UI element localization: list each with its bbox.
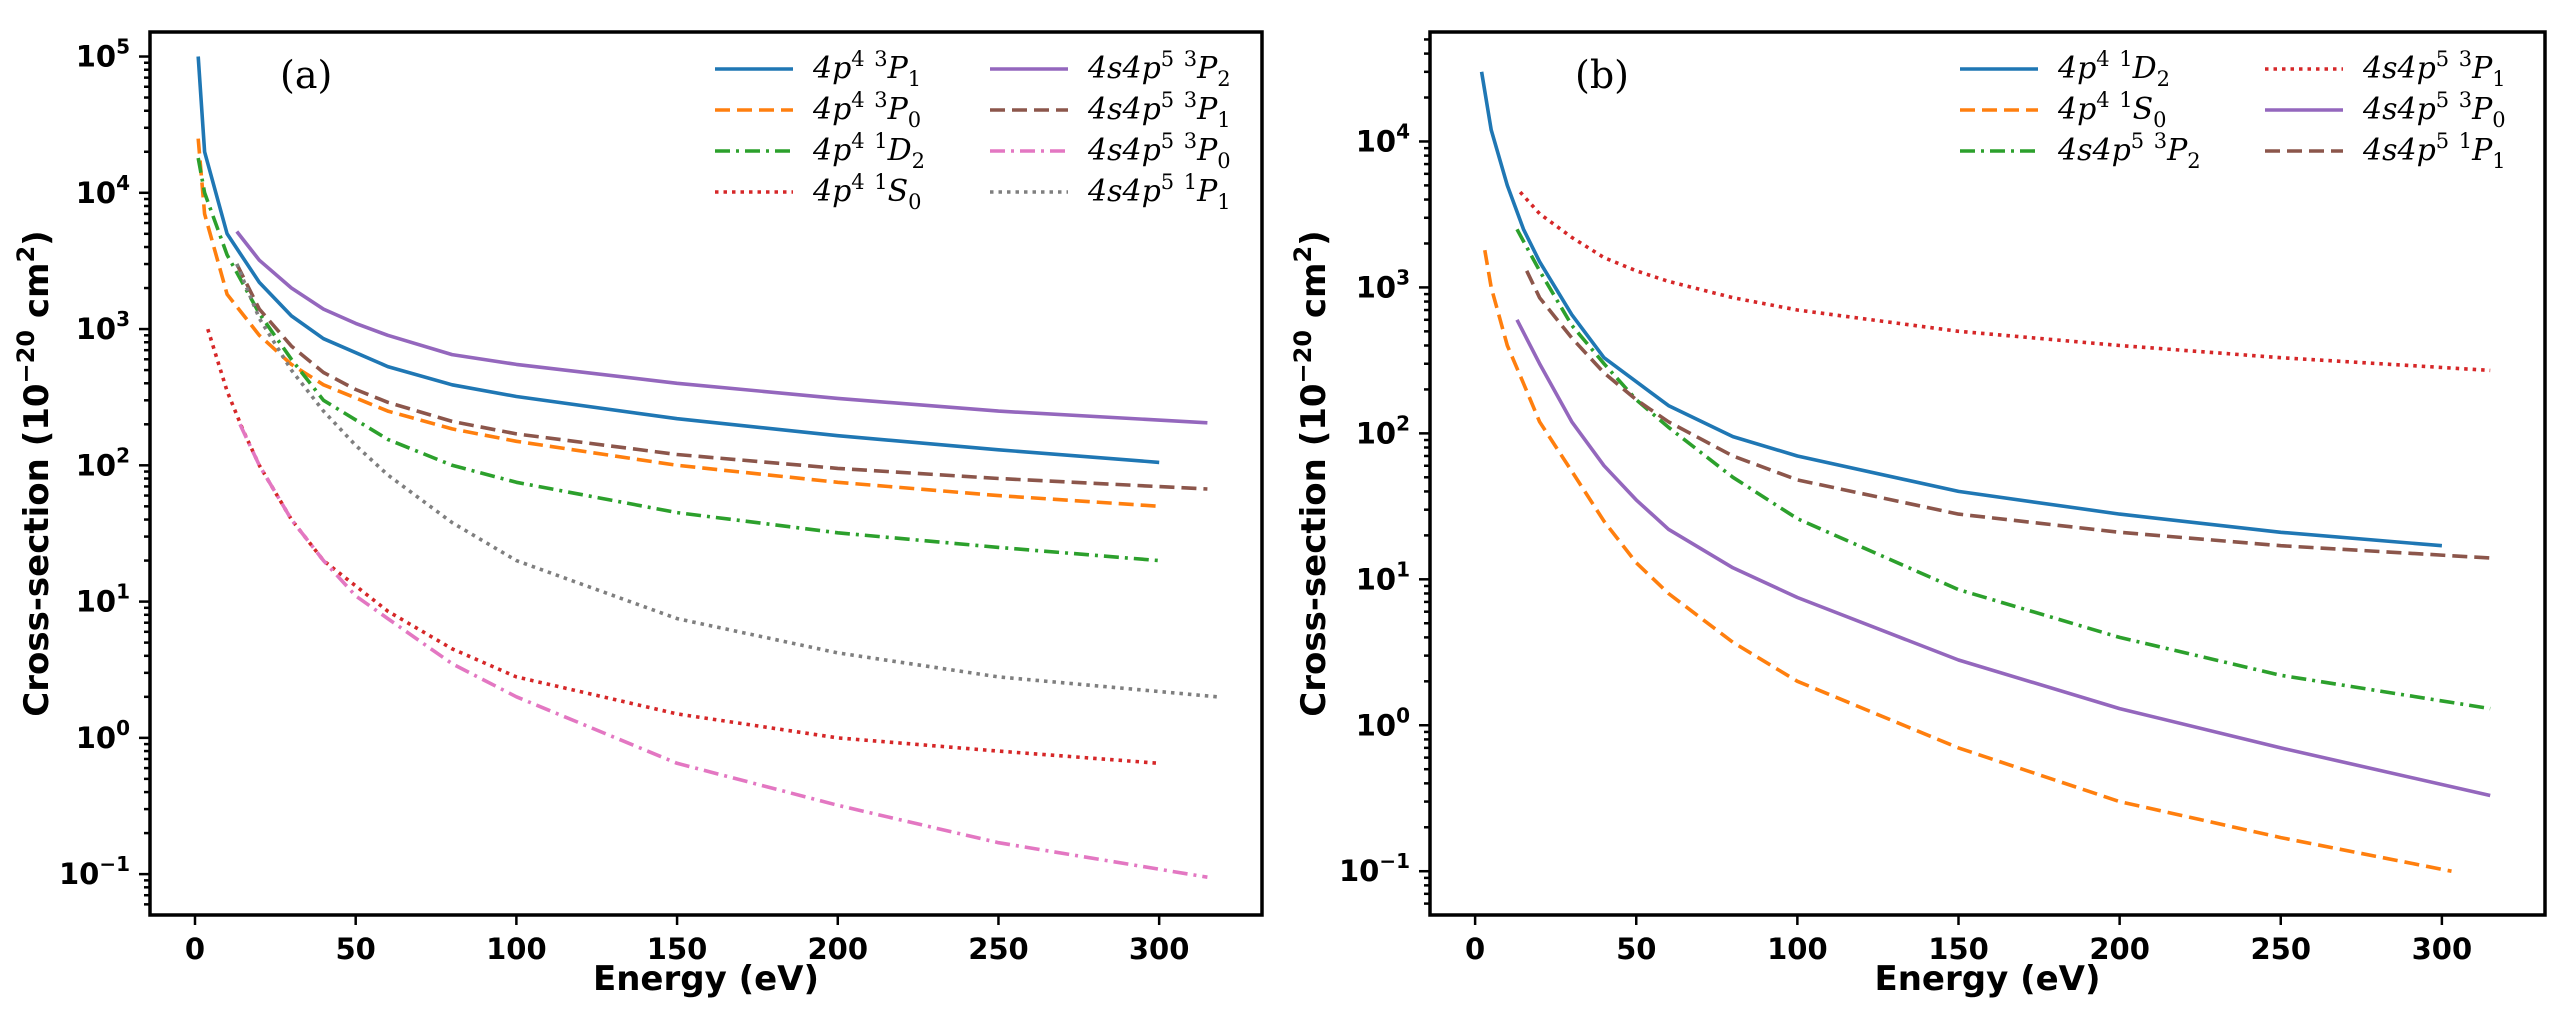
- y-tick-label: 103: [76, 307, 130, 346]
- legend-label: 4p4 3P0: [812, 88, 921, 132]
- chart-panel-b: 0 50 100 150 200 250 300 10−1 100 101 102 103 104 Ene…: [1289, 30, 2547, 999]
- legend-label: 4p4 3P1: [812, 47, 921, 91]
- y-tick-label: 100: [76, 716, 130, 755]
- series-line-4s4p5-3P2: [235, 230, 1208, 425]
- y-tick-label: 103: [1356, 265, 1410, 304]
- series-line-4s4p5-3P1: [1518, 190, 2491, 373]
- series-line-4p4-1D2: [1479, 71, 2443, 548]
- legend-label: 4p4 1D2: [2057, 47, 2170, 91]
- x-axis: 0 50 100 150 200 250 300: [1465, 915, 2472, 966]
- x-tick-label: 0: [1465, 932, 1485, 966]
- legend-label: 4s4p5 3P2: [2057, 129, 2201, 173]
- legend-entry: 4s4p5 3P1: [990, 88, 1231, 132]
- legend-entry: 4p4 1D2: [715, 129, 925, 173]
- y-axis: 10−1 100 101 102 103 104 105: [59, 35, 150, 906]
- series-line-4s4p5-3P2: [1515, 228, 2491, 711]
- chart-panel-a: 0 50 100 150 200 250 300 10−1 100 101 102 103 104 105…: [12, 30, 1264, 999]
- x-tick-label: 100: [486, 932, 547, 966]
- legend-entry: 4s4p5 3P1: [2265, 47, 2506, 91]
- legend-entry: 4s4p5 1P1: [990, 170, 1231, 214]
- legend-label: 4s4p5 1P1: [1087, 170, 1231, 214]
- series-line-4p4-3P1: [196, 56, 1160, 465]
- legend-label: 4s4p5 1P1: [2362, 129, 2506, 173]
- series-line-4p4-1D2: [196, 157, 1160, 563]
- y-axis-label: Cross-section (10−20 cm2): [12, 230, 57, 716]
- x-tick-label: 300: [1129, 932, 1190, 966]
- series-line-4p4-1S0: [1483, 249, 2452, 873]
- legend-label: 4s4p5 3P2: [1087, 47, 1231, 91]
- legend-label: 4s4p5 3P1: [2362, 47, 2506, 91]
- legend-entry: 4p4 3P0: [715, 88, 921, 132]
- legend-label: 4p4 1D2: [812, 129, 925, 173]
- series-line-4s4p5-1P1: [235, 263, 1218, 699]
- legend-entry: 4p4 3P1: [715, 47, 921, 91]
- legend-entry: 4s4p5 3P0: [990, 129, 1231, 173]
- legend-label: 4p4 1S0: [2057, 88, 2167, 132]
- legend-entry: 4p4 1S0: [1960, 88, 2167, 132]
- x-tick-label: 0: [185, 932, 205, 966]
- x-tick-label: 100: [1767, 932, 1828, 966]
- legend-entry: 4s4p5 3P0: [2265, 88, 2506, 132]
- y-tick-label: 100: [1356, 703, 1410, 742]
- series-line-4p4-3P0: [196, 138, 1160, 509]
- x-tick-label: 250: [2250, 932, 2311, 966]
- x-axis: 0 50 100 150 200 250 300: [185, 915, 1190, 966]
- y-tick-label: 104: [76, 171, 130, 210]
- series-lines: [196, 56, 1218, 879]
- y-tick-label: 10−1: [1339, 849, 1410, 888]
- legend-label: 4s4p5 3P1: [1087, 88, 1231, 132]
- x-tick-label: 200: [2089, 932, 2150, 966]
- series-line-4s4p5-1P1: [1525, 270, 2491, 560]
- legend-label: 4s4p5 3P0: [1087, 129, 1231, 173]
- series-line-4s4p5-3P0: [238, 423, 1208, 879]
- plot-frame: [1428, 30, 2547, 917]
- legend-label: 4s4p5 3P0: [2362, 88, 2506, 132]
- y-tick-label: 104: [1356, 119, 1410, 158]
- y-tick-label: 102: [76, 443, 130, 482]
- x-tick-label: 50: [336, 932, 376, 966]
- plot-frame: [148, 30, 1264, 917]
- y-tick-label: 101: [76, 580, 130, 619]
- y-tick-label: 101: [1356, 557, 1410, 596]
- series-line-4s4p5-3P1: [235, 263, 1208, 491]
- legend-entry: 4s4p5 3P2: [1960, 129, 2201, 173]
- x-tick-label: 250: [968, 932, 1029, 966]
- x-tick-label: 200: [807, 932, 868, 966]
- panel-label: (a): [280, 53, 332, 97]
- y-tick-label: 102: [1356, 411, 1410, 450]
- legend-entry: 4p4 1D2: [1960, 47, 2170, 91]
- legend-entry: 4s4p5 1P1: [2265, 129, 2506, 173]
- x-axis-label: Energy (eV): [593, 959, 819, 999]
- y-axis-label: Cross-section (10−20 cm2): [1289, 230, 1334, 716]
- y-tick-label: 10−1: [59, 852, 130, 891]
- series-line-4s4p5-3P0: [1515, 318, 2491, 798]
- panel-label: (b): [1575, 53, 1629, 97]
- x-tick-label: 50: [1616, 932, 1656, 966]
- x-tick-label: 150: [1928, 932, 1989, 966]
- y-tick-label: 105: [76, 35, 130, 74]
- legend-entry: 4p4 1S0: [715, 170, 922, 214]
- legend-entry: 4s4p5 3P2: [990, 47, 1231, 91]
- legend-label: 4p4 1S0: [812, 170, 922, 214]
- series-lines: [1479, 71, 2491, 873]
- x-tick-label: 300: [2412, 932, 2473, 966]
- x-axis-label: Energy (eV): [1874, 959, 2100, 999]
- x-tick-label: 150: [647, 932, 708, 966]
- series-line-4p4-1S0: [206, 328, 1160, 766]
- y-axis: 10−1 100 101 102 103 104: [1339, 38, 1430, 905]
